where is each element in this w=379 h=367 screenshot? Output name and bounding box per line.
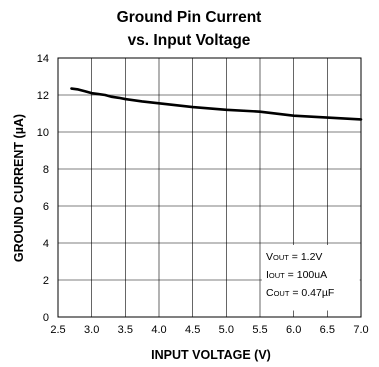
series-line-0 xyxy=(70,87,363,121)
x-tick-label: 4.5 xyxy=(185,324,200,336)
x-tick-label: 3.0 xyxy=(84,324,99,336)
annotation-background xyxy=(262,245,360,311)
tick-labels: 2.5 3.0 3.5 4.0 4.5 5.0 5.5 6.0 6.5 7.0 0 2 4 6 8 10 12 1… xyxy=(37,53,369,336)
plot-frame xyxy=(57,57,362,318)
x-axis-label: INPUT VOLTAGE (V) xyxy=(151,348,271,362)
y-tick-label: 12 xyxy=(37,90,49,102)
annotation-line: VOUT = 1.2V xyxy=(266,251,322,263)
y-tick-label: 8 xyxy=(43,164,49,176)
x-tick-label: 3.5 xyxy=(118,324,133,336)
y-tick-label: 4 xyxy=(43,238,49,250)
x-tick-label: 5.5 xyxy=(252,324,267,336)
y-tick-label: 0 xyxy=(43,312,49,324)
x-tick-label: 6.5 xyxy=(320,324,335,336)
x-tick-label: 4.0 xyxy=(151,324,166,336)
annotation-line: IOUT = 100uA xyxy=(266,269,327,281)
y-tick-label: 6 xyxy=(43,201,49,213)
y-tick-label: 10 xyxy=(37,127,49,139)
x-tick-label: 5.0 xyxy=(219,324,234,336)
chart-title-line-2: vs. Input Voltage xyxy=(128,32,251,49)
conditions-annotation: VOUT = 1.2V IOUT = 100uA COUT = 0.47µF xyxy=(262,245,360,311)
y-axis-label: GROUND CURRENT (µA) xyxy=(12,114,26,262)
x-tick-label: 2.5 xyxy=(50,324,65,336)
x-tick-label: 6.0 xyxy=(286,324,301,336)
annotation-line: COUT = 0.47µF xyxy=(266,287,334,299)
plot-series xyxy=(70,87,363,121)
x-tick-label: 7.0 xyxy=(353,324,368,336)
chart-title-line-1: Ground Pin Current xyxy=(117,9,262,26)
y-tick-label: 14 xyxy=(37,53,49,65)
y-tick-label: 2 xyxy=(43,275,49,287)
